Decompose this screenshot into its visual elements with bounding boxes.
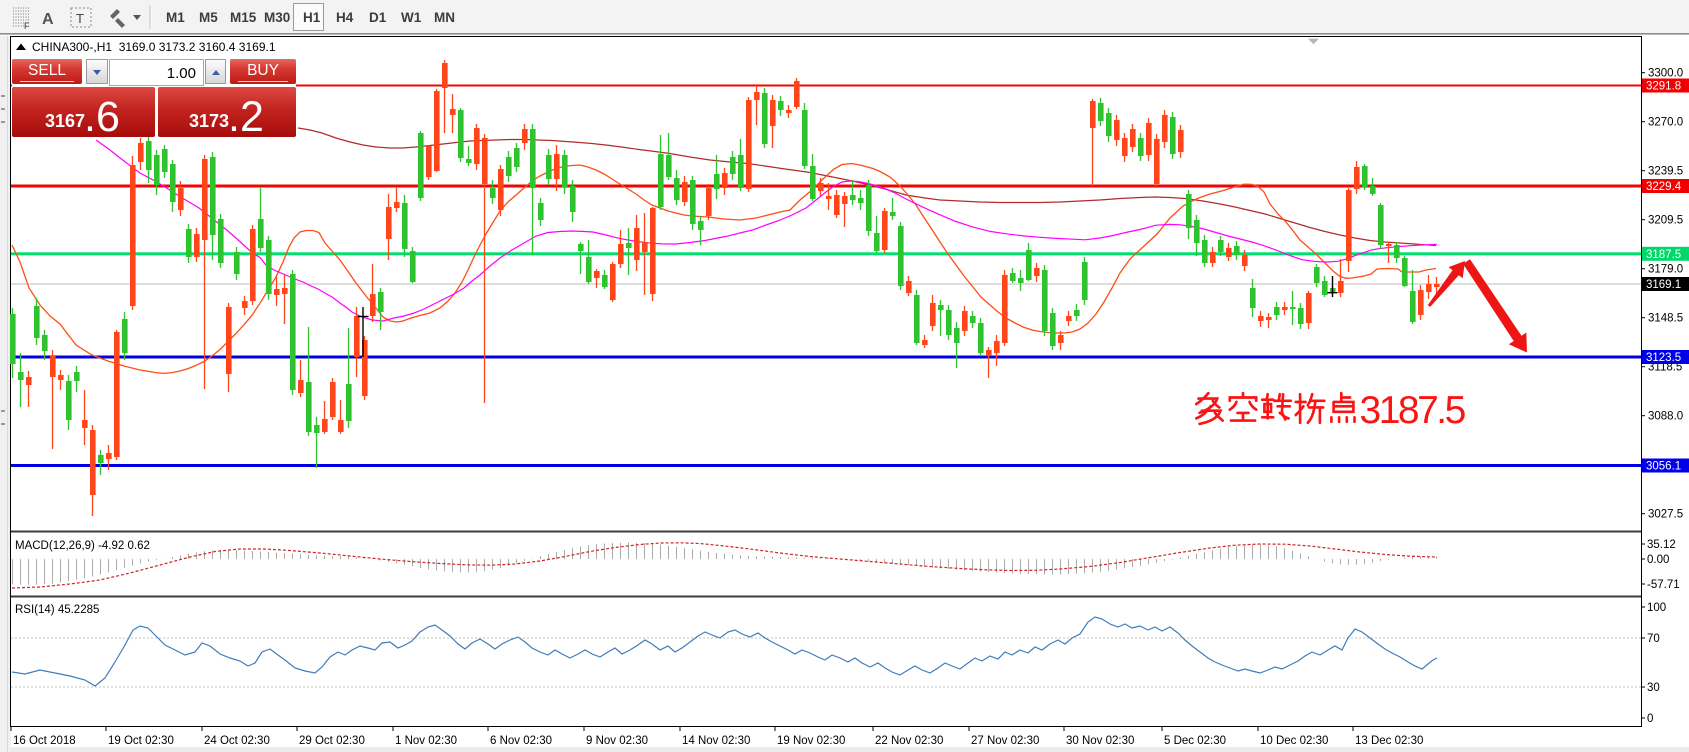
svg-text:3088.0: 3088.0: [1648, 411, 1683, 423]
svg-text:3300.0: 3300.0: [1648, 68, 1683, 80]
svg-text:9 Nov 02:30: 9 Nov 02:30: [586, 735, 648, 747]
svg-text:0: 0: [1647, 713, 1653, 725]
svg-text:100: 100: [1647, 602, 1666, 614]
svg-text:3270.0: 3270.0: [1648, 117, 1683, 129]
svg-text:13 Dec 02:30: 13 Dec 02:30: [1355, 735, 1423, 747]
svg-text:M1: M1: [166, 10, 185, 25]
svg-text:T: T: [76, 11, 84, 26]
svg-text:3027.5: 3027.5: [1648, 509, 1683, 521]
svg-text:3229.4: 3229.4: [1646, 181, 1682, 193]
svg-text:M15: M15: [230, 10, 257, 25]
svg-text:22 Nov 02:30: 22 Nov 02:30: [875, 735, 943, 747]
svg-text:3187.5: 3187.5: [1360, 389, 1466, 432]
svg-text:1 Nov 02:30: 1 Nov 02:30: [395, 735, 457, 747]
svg-text:3209.5: 3209.5: [1648, 215, 1683, 227]
svg-text:3179.0: 3179.0: [1648, 264, 1683, 276]
svg-text:M30: M30: [264, 10, 290, 25]
svg-text:-57.71: -57.71: [1647, 579, 1680, 591]
svg-text:MN: MN: [434, 10, 455, 25]
svg-text:70: 70: [1647, 633, 1660, 645]
svg-text:6 Nov 02:30: 6 Nov 02:30: [490, 735, 552, 747]
svg-text:H4: H4: [336, 10, 354, 25]
svg-text:3148.5: 3148.5: [1648, 313, 1683, 325]
svg-text:3239.5: 3239.5: [1648, 166, 1683, 178]
svg-text:0.00: 0.00: [1647, 554, 1669, 566]
svg-text:F: F: [24, 21, 30, 31]
svg-text:29 Oct 02:30: 29 Oct 02:30: [299, 735, 365, 747]
svg-text:10 Dec 02:30: 10 Dec 02:30: [1260, 735, 1328, 747]
svg-text:MACD(12,26,9) -4.92 0.62: MACD(12,26,9) -4.92 0.62: [15, 540, 150, 552]
svg-text:14 Nov 02:30: 14 Nov 02:30: [682, 735, 750, 747]
svg-text:19 Nov 02:30: 19 Nov 02:30: [777, 735, 845, 747]
svg-text:3056.1: 3056.1: [1646, 461, 1681, 473]
svg-text:CHINA300-,H1 3169.0 3173.2 31: CHINA300-,H1 3169.0 3173.2 3160.4 3169.1: [32, 40, 276, 54]
svg-text:16 Oct 2018: 16 Oct 2018: [13, 735, 76, 747]
svg-text:RSI(14) 45.2285: RSI(14) 45.2285: [15, 604, 99, 616]
svg-text:3187.5: 3187.5: [1646, 249, 1681, 261]
svg-text:3118.5: 3118.5: [1648, 362, 1682, 374]
svg-text:3291.8: 3291.8: [1646, 81, 1681, 93]
svg-text:3169.1: 3169.1: [1646, 279, 1681, 291]
svg-text:W1: W1: [401, 10, 422, 25]
svg-text:3123.5: 3123.5: [1646, 352, 1681, 364]
svg-text:D1: D1: [369, 10, 387, 25]
svg-text:24 Oct 02:30: 24 Oct 02:30: [204, 735, 270, 747]
svg-text:35.12: 35.12: [1647, 539, 1676, 551]
svg-text:19 Oct 02:30: 19 Oct 02:30: [108, 735, 174, 747]
svg-text:M5: M5: [199, 10, 218, 25]
svg-text:5 Dec 02:30: 5 Dec 02:30: [1164, 735, 1226, 747]
svg-text:A: A: [42, 11, 54, 28]
svg-text:30 Nov 02:30: 30 Nov 02:30: [1066, 735, 1134, 747]
svg-text:H1: H1: [303, 10, 321, 25]
svg-text:30: 30: [1647, 682, 1660, 694]
svg-text:27 Nov 02:30: 27 Nov 02:30: [971, 735, 1039, 747]
